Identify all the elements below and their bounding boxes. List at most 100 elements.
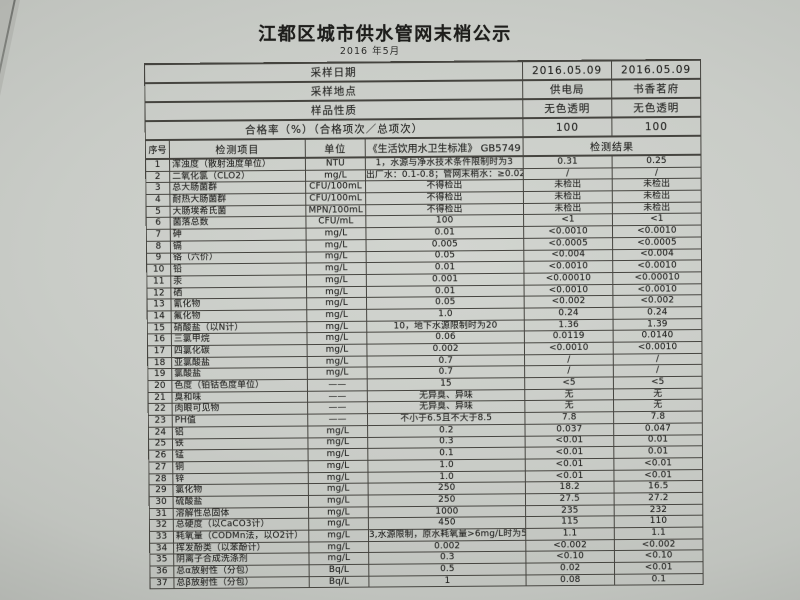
cell-unit: NTU bbox=[305, 157, 366, 170]
cell-result-site2: <0.10 bbox=[614, 550, 704, 563]
cell-no: 18 bbox=[147, 357, 172, 370]
cell-result-site2: / bbox=[613, 364, 703, 378]
cell-no: 36 bbox=[149, 565, 174, 578]
water-quality-table: 采样日期 2016.05.09 2016.05.09 采样地点 供电局 书香茗府 样品性质无… bbox=[144, 59, 704, 590]
cell-item: 四氯化碳 bbox=[171, 344, 308, 358]
cell-no: 32 bbox=[149, 519, 174, 532]
cell-no: 33 bbox=[149, 531, 174, 543]
cell-unit: mg/L bbox=[306, 285, 367, 299]
cell-unit: mg/L bbox=[307, 355, 368, 368]
cell-result-site1: 未检出 bbox=[523, 179, 613, 192]
cell-unit: MPN/100mL bbox=[305, 204, 366, 217]
cell-result-site1: 未检出 bbox=[523, 190, 613, 204]
cell-result-site1: / bbox=[524, 365, 614, 378]
info-value-site2: 100 bbox=[611, 116, 701, 137]
cell-result-site1: 0.24 bbox=[524, 307, 614, 320]
cell-result-site1: 235 bbox=[525, 504, 615, 517]
cell-unit: mg/L bbox=[306, 332, 367, 345]
sample-info-section: 采样日期 2016.05.09 2016.05.09 采样地点 供电局 书香茗府 样品性质无… bbox=[144, 59, 701, 141]
cell-result-site1: <0.01 bbox=[525, 435, 614, 448]
cell-result-site2: <0.00010 bbox=[612, 271, 702, 285]
cell-result-site2: <0.01 bbox=[613, 469, 703, 482]
cell-result-site2: <0.004 bbox=[612, 248, 702, 261]
cell-item: 硝酸盐（以N计） bbox=[171, 321, 307, 335]
info-value-site2: 无色透明 bbox=[611, 97, 701, 118]
cell-result-site2: 1.1 bbox=[614, 527, 703, 540]
cell-no: 23 bbox=[148, 415, 173, 428]
cell-result-site2: 0.24 bbox=[612, 306, 702, 319]
cell-result-site1: 1.36 bbox=[524, 318, 614, 332]
cell-item: 挥发酚类（以苯酚计） bbox=[173, 541, 309, 555]
cell-result-site1: 0.08 bbox=[526, 574, 615, 587]
cell-no: 1 bbox=[145, 158, 170, 172]
cell-no: 31 bbox=[149, 508, 174, 520]
cell-unit: mg/L bbox=[308, 541, 369, 554]
cell-item: 氟化物 bbox=[171, 309, 307, 323]
cell-result-site1: <0.01 bbox=[525, 446, 614, 459]
report-month: 2016 年5月 bbox=[339, 46, 401, 57]
cell-no: 2 bbox=[145, 171, 170, 183]
cell-item: 氰化物 bbox=[170, 298, 307, 311]
cell-no: 27 bbox=[148, 461, 173, 474]
cell-result-site2: 16.5 bbox=[614, 480, 703, 494]
cell-result-site2: <0.0010 bbox=[612, 225, 702, 238]
cell-result-site1: 0.0119 bbox=[524, 330, 614, 343]
cell-item: 铝 bbox=[172, 425, 308, 439]
cell-unit: CFU/100mL bbox=[305, 192, 366, 205]
cell-no: 28 bbox=[148, 473, 173, 486]
cell-result-site1: 0.02 bbox=[525, 562, 615, 575]
page-title: 江都区城市供水管网末梢公示 bbox=[258, 24, 512, 45]
cell-result-site1: <0.002 bbox=[524, 295, 613, 309]
cell-result-site2: 0.047 bbox=[613, 422, 703, 436]
info-value-site1: 无色透明 bbox=[522, 98, 612, 119]
cell-result-site2: 0.25 bbox=[612, 154, 702, 168]
cell-unit: mg/L bbox=[306, 274, 367, 287]
cell-unit: mg/L bbox=[308, 471, 369, 484]
cell-result-site2: / bbox=[612, 166, 702, 180]
cell-no: 13 bbox=[147, 299, 172, 311]
cell-result-site1: 无 bbox=[524, 388, 614, 401]
cell-result-site2: 27.2 bbox=[614, 492, 703, 505]
cell-unit: mg/L bbox=[308, 518, 369, 531]
cell-no: 16 bbox=[147, 334, 172, 346]
cell-unit: mg/L bbox=[308, 494, 369, 507]
cell-no: 19 bbox=[147, 368, 172, 381]
cell-unit: —— bbox=[307, 378, 368, 392]
cell-no: 22 bbox=[148, 403, 173, 416]
col-header-standard: 《生活饮用水卫生标准》 GB5749 bbox=[365, 137, 524, 158]
cell-result-site2: <0.0010 bbox=[613, 341, 702, 354]
cell-unit: mg/L bbox=[305, 169, 366, 182]
cell-result-site1: 无 bbox=[524, 400, 614, 413]
cell-unit: mg/L bbox=[306, 309, 367, 322]
info-value-site2: 书香茗府 bbox=[611, 78, 701, 99]
cell-item: 镉 bbox=[170, 239, 307, 253]
cell-no: 37 bbox=[150, 577, 175, 590]
col-header-item: 检测项目 bbox=[169, 138, 306, 159]
cell-unit: mg/L bbox=[308, 552, 369, 565]
col-header-result: 检测结果 bbox=[523, 135, 701, 157]
cell-result-site2: 0.01 bbox=[613, 445, 703, 459]
cell-result-site2: 110 bbox=[614, 515, 703, 528]
cell-no: 8 bbox=[146, 240, 171, 253]
cell-result-site1: 18.2 bbox=[525, 481, 615, 494]
cell-item: 锰 bbox=[172, 449, 309, 462]
cell-unit: —— bbox=[307, 402, 368, 415]
cell-no: 6 bbox=[146, 217, 171, 230]
cell-result-site1: 7.8 bbox=[524, 411, 614, 425]
cell-result-site1: <0.0010 bbox=[523, 260, 613, 274]
info-value-site1: 2016.05.09 bbox=[522, 60, 612, 81]
cell-no: 7 bbox=[146, 229, 171, 242]
cell-no: 11 bbox=[146, 275, 171, 288]
cell-item: 溶解性总固体 bbox=[173, 506, 309, 520]
cell-result-site2: 1.39 bbox=[613, 318, 702, 331]
water-quality-table-wrapper: 采样日期 2016.05.09 2016.05.09 采样地点 供电局 书香茗府 样品性质无… bbox=[144, 59, 705, 590]
cell-unit: Bq/L bbox=[309, 564, 369, 577]
cell-unit: mg/L bbox=[308, 483, 369, 496]
cell-item: 铬（六价） bbox=[170, 251, 307, 265]
cell-unit: mg/L bbox=[308, 506, 369, 519]
cell-result-site1: <0.00010 bbox=[523, 272, 613, 285]
cell-result-site2: 未检出 bbox=[612, 178, 702, 191]
cell-result-site2: 0.1 bbox=[614, 573, 704, 586]
cell-unit: mg/L bbox=[308, 448, 368, 461]
cell-no: 29 bbox=[149, 484, 174, 497]
